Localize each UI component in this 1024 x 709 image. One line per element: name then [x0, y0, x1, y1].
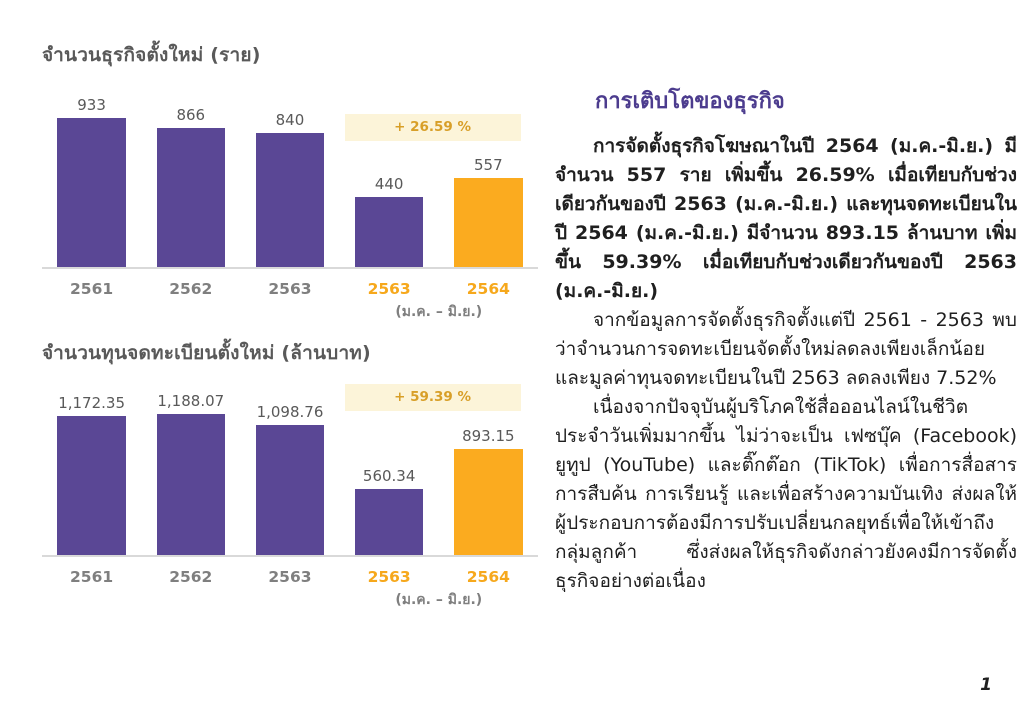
bar [255, 133, 325, 267]
bar-column: 560.34 [340, 372, 439, 555]
article-heading: การเติบโตของธุรกิจ [595, 89, 785, 114]
x-axis-label: 2563 [367, 280, 411, 298]
bar [454, 178, 523, 267]
article-paragraph: เนื่องจากปัจจุบันผู้บริโภคใช้สื่อออนไลน์… [555, 396, 1017, 592]
bar [454, 449, 523, 555]
article-paragraph: จากข้อมูลการจัดตั้งธุรกิจตั้งแต่ปี 2561 … [555, 309, 1017, 389]
bar-column: 1,172.35 [42, 372, 141, 555]
x-axis-label: 2563 [268, 568, 312, 586]
bar-value-label: 1,172.35 [58, 394, 125, 412]
bar-plot-registered-capital: 1,172.35 1,188.07 1,098.76 560.34 893.15 + 59… [42, 372, 538, 557]
page-number: 1 [980, 675, 992, 695]
charts-column: จำนวนธุรกิจตั้งใหม่ (ราย) 933 866 840 440 55… [42, 40, 538, 610]
bar-value-label: 557 [474, 156, 503, 174]
article-paragraph: การจัดตั้งธุรกิจโฆษณาในปี 2564 (ม.ค.-มิ.… [555, 135, 1017, 302]
bar-column: 840 [240, 74, 339, 267]
chart-new-businesses: จำนวนธุรกิจตั้งใหม่ (ราย) 933 866 840 440 55… [42, 40, 538, 322]
bar-value-label: 440 [374, 175, 404, 193]
growth-annotation: + 59.39 % [344, 384, 521, 411]
x-axis-label: 2563 [268, 280, 312, 298]
bar [255, 425, 325, 555]
article-column: การเติบโตของธุรกิจ การจัดตั้งธุรกิจโฆษณา… [555, 86, 1017, 596]
chart-registered-capital: จำนวนทุนจดทะเบียนตั้งใหม่ (ล้านบาท) 1,17… [42, 338, 538, 610]
x-axis-label: 2562 [169, 280, 213, 298]
bar-column: 866 [141, 74, 240, 267]
x-axis-label: 2561 [70, 568, 114, 586]
x-axis-period-label: (ม.ค. – มิ.ย.) [395, 304, 483, 320]
x-axis-label: 2564 [466, 280, 510, 298]
x-axis-label: 2562 [169, 568, 213, 586]
x-axis-labels: 2561 2562 2563 2563 2564 [42, 568, 538, 586]
bar [354, 489, 424, 555]
bar-value-label: 893.15 [462, 427, 515, 445]
bar-plot-new-businesses: 933 866 840 440 557 + 26.59 % [42, 74, 538, 269]
growth-annotation: + 26.59 % [344, 114, 521, 141]
bar-column: 1,098.76 [240, 372, 339, 555]
bar-value-label: 1,098.76 [256, 403, 324, 421]
bar [57, 416, 126, 555]
x-axis-label: 2564 [466, 568, 510, 586]
bar-column: 557 [439, 74, 538, 267]
x-axis-label: 2563 [367, 568, 411, 586]
bar [57, 118, 126, 267]
bar-column: 1,188.07 [141, 372, 240, 555]
chart-title-new-businesses: จำนวนธุรกิจตั้งใหม่ (ราย) [42, 44, 261, 66]
bar [156, 128, 225, 267]
bar [156, 414, 225, 555]
bar-value-label: 1,188.07 [157, 392, 225, 410]
x-axis-label: 2561 [70, 280, 114, 298]
bar-value-label: 933 [77, 96, 106, 114]
bar-column: 933 [42, 74, 141, 267]
bar-value-label: 560.34 [362, 467, 416, 485]
x-axis-period-label: (ม.ค. – มิ.ย.) [395, 592, 483, 608]
bar-value-label: 840 [275, 111, 305, 129]
bar-value-label: 866 [176, 106, 206, 124]
bar-column: 440 [340, 74, 439, 267]
x-axis-labels: 2561 2562 2563 2563 2564 [42, 280, 538, 298]
chart-title-registered-capital: จำนวนทุนจดทะเบียนตั้งใหม่ (ล้านบาท) [42, 342, 371, 364]
bar [354, 197, 424, 267]
bar-column: 893.15 [439, 372, 538, 555]
article-body: การจัดตั้งธุรกิจโฆษณาในปี 2564 (ม.ค.-มิ.… [555, 132, 1017, 596]
